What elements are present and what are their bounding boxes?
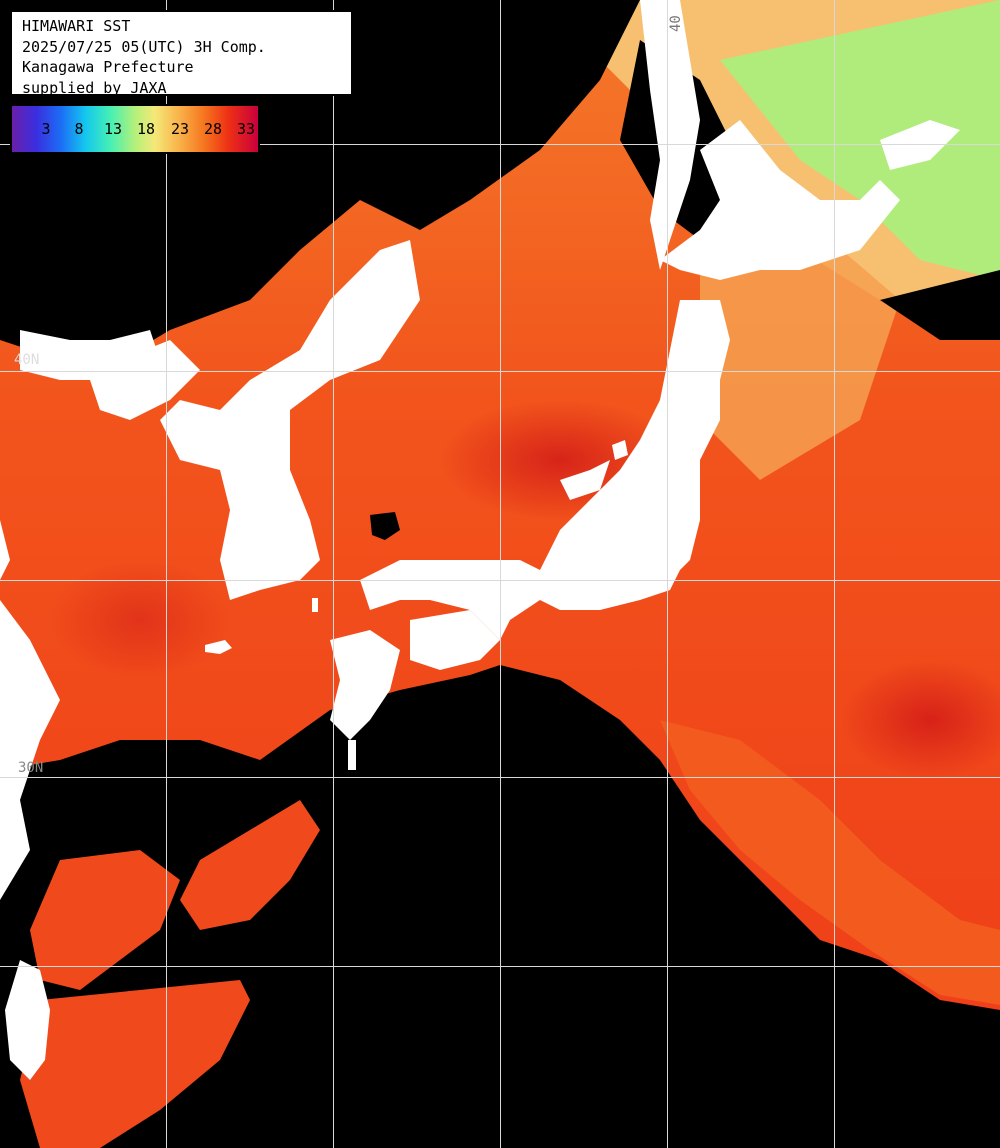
land-honshu-north — [540, 300, 730, 590]
land-sakhalin — [640, 0, 700, 270]
hot-spot-pacific — [840, 660, 1000, 780]
land-noto — [560, 460, 610, 500]
title-line-credit: supplied by JAXA — [22, 78, 167, 97]
land-taiwan — [5, 960, 50, 1080]
land-okinawa-isles — [348, 740, 356, 770]
hot-spot-kyushu — [50, 560, 230, 680]
land-hokkaido — [660, 120, 900, 280]
island-small — [400, 128, 425, 165]
land-shikoku — [410, 610, 500, 670]
title-line-region: Kanagawa Prefecture — [22, 58, 194, 76]
land-china-coast — [0, 520, 10, 580]
cool-water-sanriku — [700, 240, 900, 480]
land-tsushima — [312, 598, 318, 612]
title-line-satellite: HIMAWARI SST — [22, 17, 131, 35]
cloud-japan-sea-spot — [370, 512, 400, 540]
land-liaodong — [20, 330, 160, 380]
legend-tick: 13 — [103, 120, 123, 138]
grid-label-40n: 40N — [14, 352, 40, 368]
title-box: HIMAWARI SST 2025/07/25 05(UTC) 3H Comp.… — [10, 10, 353, 97]
warm-patch-south-taiwan — [20, 980, 250, 1148]
legend-tick: 23 — [170, 120, 190, 138]
land-jeju — [205, 640, 232, 654]
warm-patch-east-china-sea — [30, 850, 180, 990]
legend-tick: 8 — [74, 120, 84, 138]
cloud-primorye — [300, 0, 640, 230]
land-sado — [612, 440, 628, 460]
warm-patch-okinawa — [180, 800, 320, 930]
land-korea — [160, 240, 420, 600]
grid-label-lon-top: 40 — [668, 15, 684, 32]
cloud-east-north — [880, 270, 1000, 340]
land-shanghai-coast — [0, 600, 60, 900]
legend-tick: 18 — [136, 120, 156, 138]
legend-tick: 28 — [203, 120, 223, 138]
color-legend: 3 8 13 18 23 28 33 — [10, 104, 260, 154]
legend-tick: 3 — [41, 120, 51, 138]
grid-label-30n: 30N — [18, 760, 44, 776]
land-shandong — [90, 340, 200, 420]
land-kyushu — [330, 630, 400, 740]
warm-patch-east-band — [660, 720, 1000, 1005]
legend-tick: 33 — [236, 120, 256, 138]
title-line-date: 2025/07/25 05(UTC) 3H Comp. — [22, 37, 266, 56]
cold-water-okhotsk — [720, 0, 1000, 280]
